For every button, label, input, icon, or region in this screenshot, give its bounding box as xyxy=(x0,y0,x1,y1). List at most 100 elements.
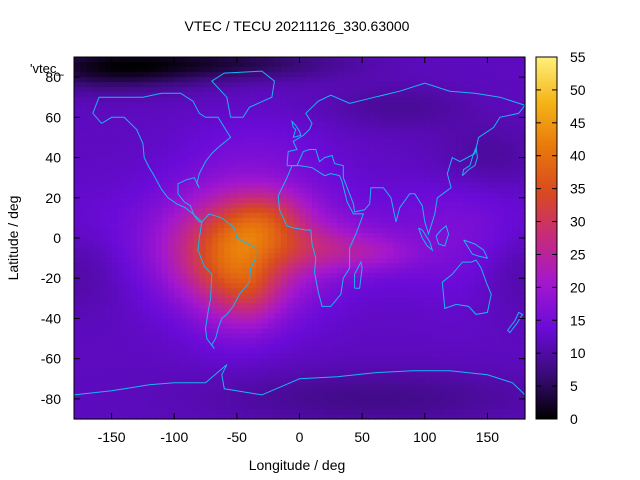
heatmap-cell xyxy=(105,157,113,164)
heatmap-cell xyxy=(117,157,125,164)
heatmap-cell xyxy=(86,77,94,83)
heatmap-cell xyxy=(318,167,326,174)
heatmap-cell xyxy=(274,268,282,274)
heatmap-cell xyxy=(424,288,432,294)
heatmap-cell xyxy=(249,167,257,174)
heatmap-cell xyxy=(368,57,376,63)
heatmap-cell xyxy=(80,152,88,159)
heatmap-cell xyxy=(330,87,338,93)
heatmap-cell xyxy=(462,338,470,345)
heatmap-cell xyxy=(368,378,376,385)
heatmap-cell xyxy=(324,368,332,375)
heatmap-cell xyxy=(506,393,514,400)
heatmap-cell xyxy=(80,87,88,93)
heatmap-cell xyxy=(286,328,294,335)
heatmap-cell xyxy=(74,348,81,355)
heatmap-cell xyxy=(180,313,188,320)
heatmap-cell xyxy=(343,137,351,144)
heatmap-cell xyxy=(268,363,276,370)
heatmap-cell xyxy=(92,87,100,93)
heatmap-cell xyxy=(355,338,363,345)
heatmap-cell xyxy=(218,117,225,123)
heatmap-cell xyxy=(499,388,507,395)
heatmap-cell xyxy=(142,57,150,63)
heatmap-cell xyxy=(211,142,219,149)
heatmap-cell xyxy=(199,167,207,174)
heatmap-cell xyxy=(280,333,288,340)
heatmap-cell xyxy=(380,258,388,264)
heatmap-cell xyxy=(255,132,263,139)
heatmap-cell xyxy=(167,112,175,118)
heatmap-cell xyxy=(449,187,457,194)
heatmap-cell xyxy=(174,97,182,103)
heatmap-cell xyxy=(92,323,100,330)
heatmap-cell xyxy=(399,182,407,189)
heatmap-cell xyxy=(280,288,288,294)
heatmap-cell xyxy=(362,248,369,254)
heatmap-cell xyxy=(142,107,150,113)
heatmap-cell xyxy=(456,323,463,330)
heatmap-cell xyxy=(149,373,157,380)
heatmap-cell xyxy=(343,97,351,103)
heatmap-cell xyxy=(274,398,282,405)
heatmap-cell xyxy=(337,248,344,254)
heatmap-cell xyxy=(149,82,157,88)
heatmap-cell xyxy=(337,212,344,219)
heatmap-cell xyxy=(218,107,225,113)
heatmap-cell xyxy=(299,197,307,204)
heatmap-cell xyxy=(405,268,413,274)
heatmap-cell xyxy=(499,227,507,234)
heatmap-cell xyxy=(180,248,188,254)
heatmap-cell xyxy=(424,373,432,380)
heatmap-cell xyxy=(211,87,219,93)
heatmap-cell xyxy=(155,273,163,279)
heatmap-cell xyxy=(261,102,269,108)
heatmap-cell xyxy=(80,403,88,410)
heatmap-cell xyxy=(243,293,250,299)
heatmap-cell xyxy=(286,92,294,98)
heatmap-cell xyxy=(312,72,319,78)
heatmap-cell xyxy=(167,303,175,309)
heatmap-cell xyxy=(312,192,319,199)
heatmap-cell xyxy=(393,248,401,254)
heatmap-cell xyxy=(230,187,238,194)
heatmap-cell xyxy=(117,212,125,219)
heatmap-cell xyxy=(161,167,169,174)
heatmap-cell xyxy=(286,353,294,360)
heatmap-cell xyxy=(161,263,169,269)
heatmap-cell xyxy=(117,57,125,63)
heatmap-cell xyxy=(474,278,482,284)
heatmap-cell xyxy=(274,137,282,144)
heatmap-cell xyxy=(431,288,438,294)
heatmap-cell xyxy=(268,232,276,239)
heatmap-cell xyxy=(412,132,420,139)
heatmap-cell xyxy=(518,363,526,370)
heatmap-cell xyxy=(268,373,276,380)
heatmap-cell xyxy=(142,87,150,93)
heatmap-cell xyxy=(293,222,301,229)
heatmap-cell xyxy=(424,323,432,330)
heatmap-cell xyxy=(149,318,157,325)
heatmap-cell xyxy=(324,117,332,123)
heatmap-cell xyxy=(230,117,238,123)
heatmap-cell xyxy=(167,82,175,88)
heatmap-cell xyxy=(380,243,388,249)
heatmap-cell xyxy=(274,197,282,204)
heatmap-cell xyxy=(86,238,94,244)
heatmap-cell xyxy=(86,182,94,189)
heatmap-cell xyxy=(449,333,457,340)
heatmap-cell xyxy=(349,373,357,380)
heatmap-cell xyxy=(218,268,225,274)
heatmap-cell xyxy=(474,328,482,335)
heatmap-cell xyxy=(468,313,476,320)
heatmap-cell xyxy=(468,187,476,194)
heatmap-cell xyxy=(286,212,294,219)
heatmap-cell xyxy=(230,192,238,199)
heatmap-cell xyxy=(268,152,276,159)
heatmap-cell xyxy=(142,313,150,320)
heatmap-cell xyxy=(337,278,344,284)
heatmap-cell xyxy=(368,147,376,154)
heatmap-cell xyxy=(193,102,200,108)
heatmap-cell xyxy=(155,283,163,289)
heatmap-cell xyxy=(443,167,451,174)
